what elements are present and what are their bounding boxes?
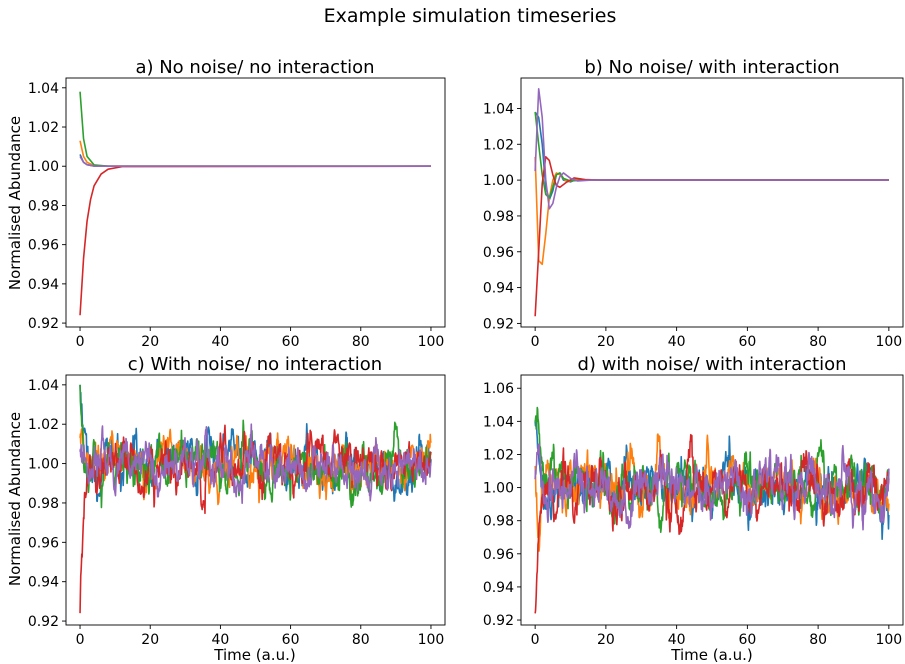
subplot-c: c) With noise/ no interaction Normalised… xyxy=(6,354,446,664)
subplot-c-ytick-label: 0.96 xyxy=(28,535,59,551)
subplot-b-frame xyxy=(520,77,904,328)
subplot-d-ytick-label: 0.98 xyxy=(483,514,514,530)
subplot-c-frame xyxy=(65,374,446,626)
subplot-b-xtick-label: 60 xyxy=(738,334,756,350)
subplot-a-ytick-label: 0.96 xyxy=(28,238,59,254)
subplot-c-xtick-label: 100 xyxy=(418,632,445,648)
subplot-a-ytick-label: 0.94 xyxy=(28,277,59,293)
subplot-b-ytick-label: 1.02 xyxy=(483,137,514,153)
subplot-d-xtick-label: 20 xyxy=(597,632,615,648)
subplot-c-xtick-label: 0 xyxy=(76,632,85,648)
subplot-a-ytick-label: 1.04 xyxy=(28,81,59,97)
subplot-c-ytick-label: 1.00 xyxy=(28,457,59,473)
subplot-d-ytick-label: 1.00 xyxy=(483,481,514,497)
subplot-d-xlabel: Time (a.u.) xyxy=(670,646,752,664)
subplot-a-ylabel: Normalised Abundance xyxy=(6,116,24,290)
subplot-c-ytick-label: 1.04 xyxy=(28,378,59,394)
subplot-a-ytick-label: 1.00 xyxy=(28,159,59,175)
subplot-a-series-2-line xyxy=(79,140,431,168)
subplot-c-ytick-label: 0.98 xyxy=(28,496,59,512)
subplot-b-xtick-label: 20 xyxy=(597,334,615,350)
subplot-c-ytick-label: 0.92 xyxy=(28,614,59,630)
subplot-d-ytick-label: 0.94 xyxy=(483,580,514,596)
subplot-d-xtick-label: 60 xyxy=(738,632,756,648)
subplot-a: a) No noise/ no interaction Normalised A… xyxy=(6,57,446,350)
subplot-b-ytick-label: 0.96 xyxy=(483,245,514,261)
subplot-d-xtick-label: 80 xyxy=(809,632,827,648)
subplot-a-xtick-label: 60 xyxy=(282,334,300,350)
subplot-d-series-5-line xyxy=(534,443,890,531)
subplot-d-ytick-label: 1.02 xyxy=(483,447,514,463)
subplot-a-ytick-label: 1.02 xyxy=(28,120,59,136)
subplot-d-xtick-label: 100 xyxy=(875,632,902,648)
subplot-b-series-5-line xyxy=(534,87,889,210)
subplot-b-xtick-label: 0 xyxy=(531,334,540,350)
subplot-b-series-3-line xyxy=(534,111,889,199)
subplot-d-xtick-label: 0 xyxy=(531,632,540,648)
subplot-d: d) with noise/ with interaction Time (a.… xyxy=(483,354,904,664)
subplot-a-ytick-label: 0.98 xyxy=(28,198,59,214)
subplot-c-xtick-label: 60 xyxy=(282,632,300,648)
subplot-b-series-2-line xyxy=(534,156,889,266)
subplot-b-ytick-label: 0.94 xyxy=(483,281,514,297)
subplot-c-series-group xyxy=(79,384,432,614)
subplot-c-xtick-label: 80 xyxy=(352,632,370,648)
subplot-b-xtick-label: 80 xyxy=(809,334,827,350)
subplot-a-frame xyxy=(65,77,446,328)
subplot-a-xtick-label: 100 xyxy=(418,334,445,350)
subplot-c-xtick-label: 20 xyxy=(141,632,159,648)
subplot-a-xtick-label: 80 xyxy=(352,334,370,350)
subplot-d-ytick-label: 1.06 xyxy=(483,381,514,397)
subplot-b-title: b) No noise/ with interaction xyxy=(584,57,839,78)
subplot-a-xtick-label: 20 xyxy=(141,334,159,350)
subplot-b: b) No noise/ with interaction 0 20 40 60 80 1… xyxy=(483,57,904,350)
subplot-c-series-5-line xyxy=(79,423,432,505)
subplot-a-xtick-label: 0 xyxy=(76,334,85,350)
subplot-b-ytick-label: 1.00 xyxy=(483,173,514,189)
subplot-a-series-group xyxy=(79,91,431,316)
subplot-d-ytick-label: 1.04 xyxy=(483,414,514,430)
subplot-b-series-group xyxy=(534,87,889,317)
subplot-c-ylabel: Normalised Abundance xyxy=(6,412,24,586)
subplot-a-series-4-line xyxy=(79,165,431,316)
subplot-a-title: a) No noise/ no interaction xyxy=(135,57,374,78)
subplot-c-xtick-label: 40 xyxy=(211,632,229,648)
subplot-a-xtick-label: 40 xyxy=(211,334,229,350)
subplot-b-series-1-line xyxy=(534,111,889,201)
subplot-b-ytick-label: 1.04 xyxy=(483,101,514,117)
subplot-b-ytick-label: 0.98 xyxy=(483,209,514,225)
subplot-d-title: d) with noise/ with interaction xyxy=(578,354,847,375)
subplot-d-xtick-label: 40 xyxy=(668,632,686,648)
subplot-c-ytick-label: 0.94 xyxy=(28,575,59,591)
subplot-a-series-1-line xyxy=(79,154,431,168)
subplot-b-xtick-label: 100 xyxy=(875,334,902,350)
subplot-a-series-5-line xyxy=(79,156,431,168)
subplot-a-ytick-label: 0.92 xyxy=(28,316,59,332)
subplot-d-frame xyxy=(520,374,904,626)
subplot-a-series-3-line xyxy=(79,91,431,168)
figure-title: Example simulation timeseries xyxy=(324,5,617,27)
subplot-d-ytick-label: 0.92 xyxy=(483,613,514,629)
subplot-d-series-group xyxy=(534,406,890,614)
subplot-c-ytick-label: 1.02 xyxy=(28,417,59,433)
subplot-d-ytick-label: 0.96 xyxy=(483,547,514,563)
subplot-b-ytick-label: 0.92 xyxy=(483,316,514,332)
subplot-c-xlabel: Time (a.u.) xyxy=(213,646,295,664)
subplot-b-xtick-label: 40 xyxy=(668,334,686,350)
subplot-c-title: c) With noise/ no interaction xyxy=(128,354,382,375)
